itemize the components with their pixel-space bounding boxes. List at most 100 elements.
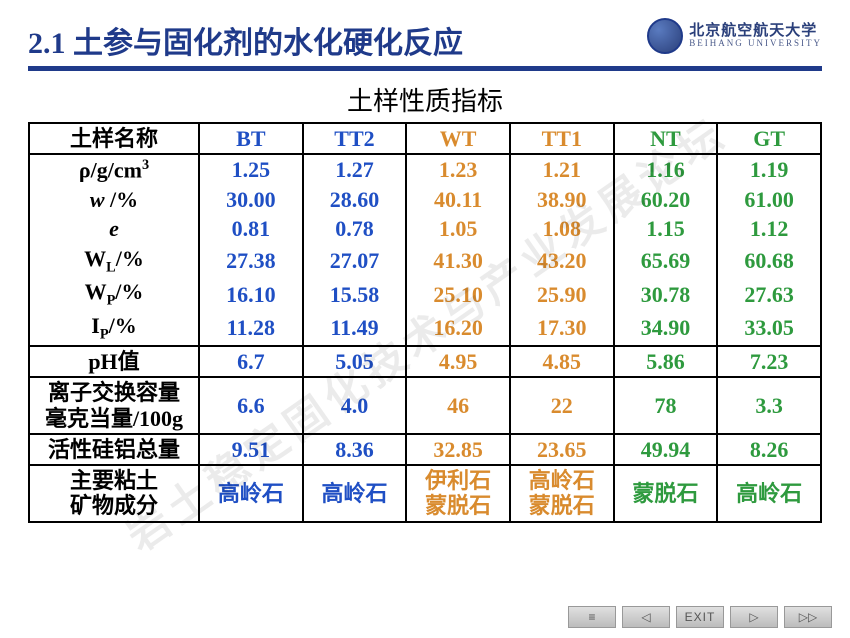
table-cell: 49.94: [614, 434, 718, 465]
slide-title: 2.1 土参与固化剂的水化硬化反应: [28, 18, 463, 62]
logo-en-text: BEIHANG UNIVERSITY: [689, 39, 822, 49]
table-cell: 1.23: [406, 154, 510, 185]
table-cell: 28.60: [303, 185, 407, 214]
table-cell: 5.86: [614, 346, 718, 377]
next-button[interactable]: ▷: [730, 606, 778, 628]
table-cell: 30.00: [199, 185, 303, 214]
nav-bar: ≡ ◁ EXIT ▷ ▷▷: [568, 606, 832, 628]
row-label: 活性硅铝总量: [29, 434, 199, 465]
table-cell: 27.07: [303, 244, 407, 278]
col-header-sample: TT1: [510, 123, 614, 154]
table-cell: 8.36: [303, 434, 407, 465]
university-logo: 北京航空航天大学 BEIHANG UNIVERSITY: [647, 18, 822, 54]
table-cell: 3.3: [717, 377, 821, 434]
col-header-sample: TT2: [303, 123, 407, 154]
table-row: WP/%16.1015.5825.1025.9030.7827.63: [29, 277, 821, 311]
table-cell: 1.27: [303, 154, 407, 185]
table-cell: 16.10: [199, 277, 303, 311]
table-cell: 高岭石: [199, 465, 303, 522]
table-cell: 30.78: [614, 277, 718, 311]
table-cell: 15.58: [303, 277, 407, 311]
table-cell: 25.10: [406, 277, 510, 311]
row-label: pH值: [29, 346, 199, 377]
table-cell: 蒙脱石: [614, 465, 718, 522]
table-cell: 1.16: [614, 154, 718, 185]
table-row: ρ/g/cm31.251.271.231.211.161.19: [29, 154, 821, 185]
table-cell: 78: [614, 377, 718, 434]
table-cell: 8.26: [717, 434, 821, 465]
table-cell: 16.20: [406, 311, 510, 346]
soil-properties-table: 土样名称BTTT2WTTT1NTGT ρ/g/cm31.251.271.231.…: [28, 122, 822, 523]
prev-button[interactable]: ◁: [622, 606, 670, 628]
table-cell: 1.15: [614, 214, 718, 243]
exit-button[interactable]: EXIT: [676, 606, 724, 628]
table-cell: 1.25: [199, 154, 303, 185]
last-button[interactable]: ▷▷: [784, 606, 832, 628]
logo-cn-text: 北京航空航天大学: [689, 23, 822, 40]
table-cell: 6.6: [199, 377, 303, 434]
col-header-label: 土样名称: [29, 123, 199, 154]
table-cell: 9.51: [199, 434, 303, 465]
table-cell: 60.20: [614, 185, 718, 214]
table-cell: 65.69: [614, 244, 718, 278]
table-cell: 46: [406, 377, 510, 434]
table-cell: 高岭石蒙脱石: [510, 465, 614, 522]
table-cell: 38.90: [510, 185, 614, 214]
table-row: 离子交换容量毫克当量/100g6.64.04622783.3: [29, 377, 821, 434]
table-cell: 61.00: [717, 185, 821, 214]
table-cell: 0.78: [303, 214, 407, 243]
row-label: 离子交换容量毫克当量/100g: [29, 377, 199, 434]
table-cell: 高岭石: [303, 465, 407, 522]
row-label: 主要粘土矿物成分: [29, 465, 199, 522]
table-cell: 1.08: [510, 214, 614, 243]
row-label: w /%: [29, 185, 199, 214]
table-cell: 60.68: [717, 244, 821, 278]
header-divider: [28, 66, 822, 71]
table-row: IP/%11.2811.4916.2017.3034.9033.05: [29, 311, 821, 346]
table-cell: 22: [510, 377, 614, 434]
table-cell: 1.19: [717, 154, 821, 185]
table-cell: 33.05: [717, 311, 821, 346]
row-label: e: [29, 214, 199, 243]
table-cell: 1.21: [510, 154, 614, 185]
table-header-row: 土样名称BTTT2WTTT1NTGT: [29, 123, 821, 154]
table-cell: 6.7: [199, 346, 303, 377]
table-cell: 34.90: [614, 311, 718, 346]
table-cell: 7.23: [717, 346, 821, 377]
row-label: ρ/g/cm3: [29, 154, 199, 185]
table-cell: 41.30: [406, 244, 510, 278]
table-cell: 11.49: [303, 311, 407, 346]
table-cell: 27.38: [199, 244, 303, 278]
table-cell: 1.05: [406, 214, 510, 243]
col-header-sample: BT: [199, 123, 303, 154]
table-title: 土样性质指标: [28, 81, 822, 118]
col-header-sample: GT: [717, 123, 821, 154]
slide-header: 2.1 土参与固化剂的水化硬化反应 北京航空航天大学 BEIHANG UNIVE…: [28, 18, 822, 62]
title-text: 土参与固化剂的水化硬化反应: [73, 27, 463, 60]
table-cell: 4.95: [406, 346, 510, 377]
table-row: e0.810.781.051.081.151.12: [29, 214, 821, 243]
table-row: w /%30.0028.6040.1138.9060.2061.00: [29, 185, 821, 214]
menu-button[interactable]: ≡: [568, 606, 616, 628]
table-cell: 高岭石: [717, 465, 821, 522]
table-cell: 1.12: [717, 214, 821, 243]
table-cell: 伊利石蒙脱石: [406, 465, 510, 522]
table-cell: 27.63: [717, 277, 821, 311]
table-cell: 11.28: [199, 311, 303, 346]
table-cell: 17.30: [510, 311, 614, 346]
table-cell: 40.11: [406, 185, 510, 214]
col-header-sample: NT: [614, 123, 718, 154]
row-label: IP/%: [29, 311, 199, 346]
table-row: 主要粘土矿物成分高岭石高岭石伊利石蒙脱石高岭石蒙脱石蒙脱石高岭石: [29, 465, 821, 522]
table-cell: 25.90: [510, 277, 614, 311]
table-row: pH值6.75.054.954.855.867.23: [29, 346, 821, 377]
table-cell: 43.20: [510, 244, 614, 278]
row-label: WP/%: [29, 277, 199, 311]
col-header-sample: WT: [406, 123, 510, 154]
table-cell: 23.65: [510, 434, 614, 465]
table-row: WL/%27.3827.0741.3043.2065.6960.68: [29, 244, 821, 278]
table-cell: 5.05: [303, 346, 407, 377]
table-cell: 32.85: [406, 434, 510, 465]
table-cell: 4.85: [510, 346, 614, 377]
logo-emblem-icon: [647, 18, 683, 54]
